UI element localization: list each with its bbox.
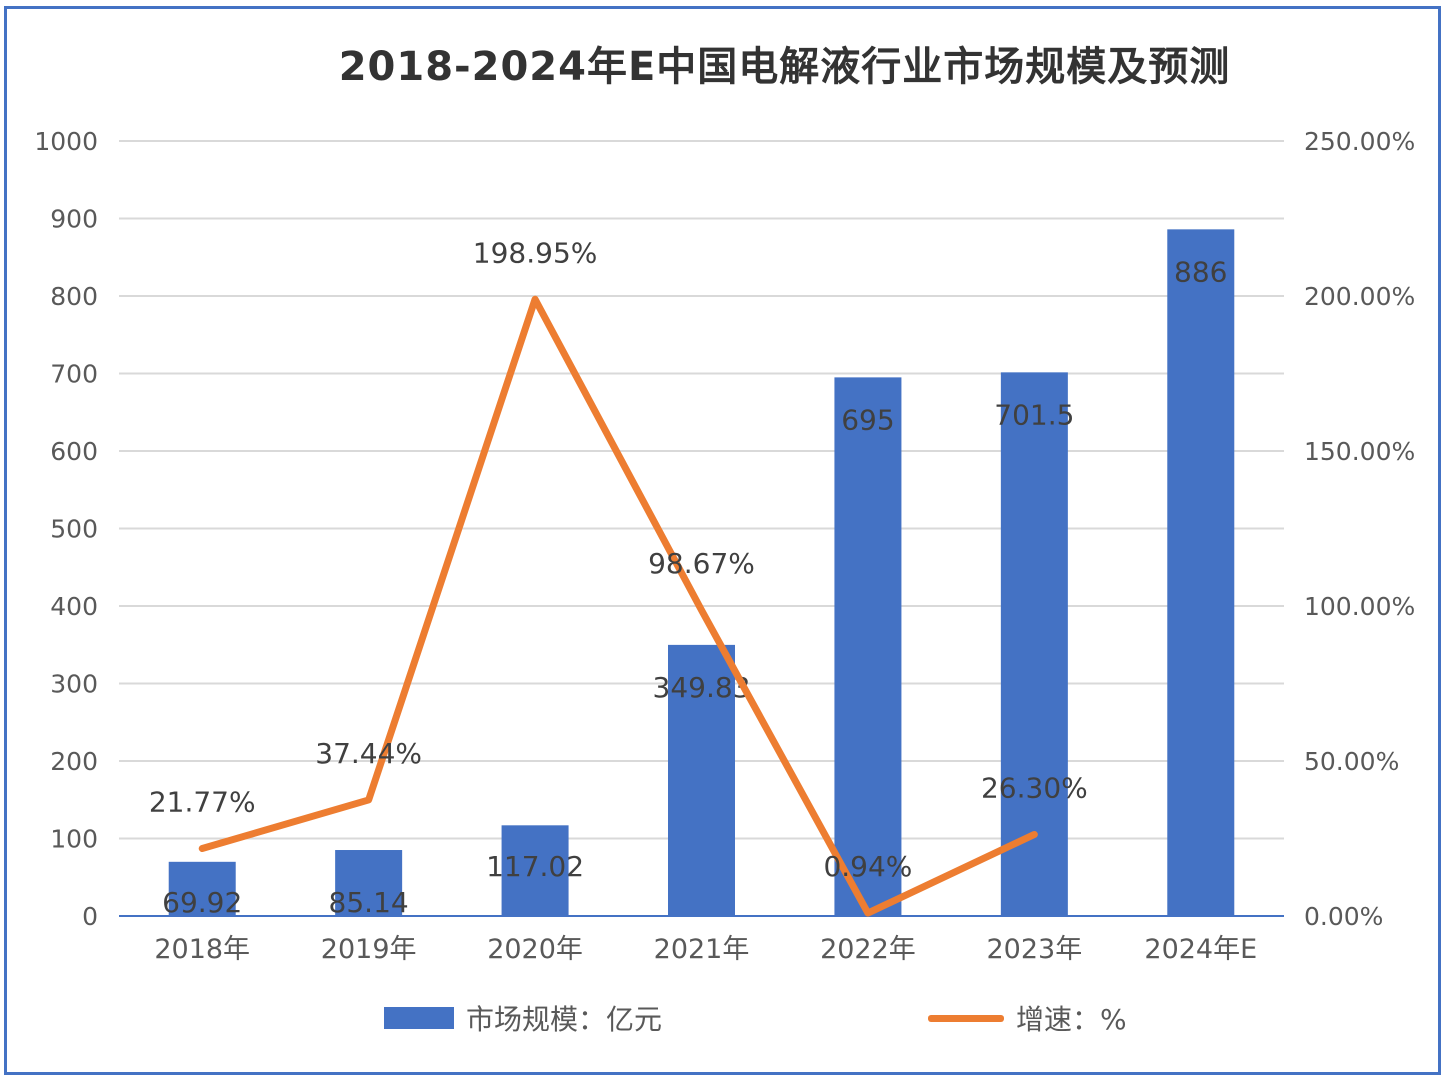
bar-data-label: 695: [841, 403, 894, 436]
line-data-label: 37.44%: [315, 737, 422, 770]
bar: [834, 377, 902, 916]
x-axis-tick-label: 2020年: [487, 934, 583, 965]
left-axis-tick-label: 0: [82, 902, 98, 931]
legend-line-swatch: [928, 1014, 1004, 1022]
x-axis-tick-label: 2018年: [154, 934, 250, 965]
bar-data-label: 85.14: [329, 886, 409, 919]
left-axis-tick-label: 500: [50, 515, 98, 544]
legend-item-line[interactable]: 增速：%: [928, 1000, 1127, 1036]
line-data-label: 198.95%: [473, 236, 598, 269]
left-axis-tick-label: 800: [50, 282, 98, 311]
growth-line: [198, 295, 1038, 917]
left-axis-tick-label: 300: [50, 670, 98, 699]
line-data-label: 0.94%: [823, 850, 912, 883]
right-axis-tick-label: 0.00%: [1304, 902, 1383, 931]
right-axis-tick-label: 150.00%: [1304, 437, 1415, 466]
chart-title: 2018-2024年E中国电解液行业市场规模及预测: [338, 44, 1231, 90]
left-axis-tick-label: 900: [50, 205, 98, 234]
bar: [501, 825, 569, 916]
bar-data-label: 701.5: [994, 398, 1074, 431]
line-data-label: 26.30%: [981, 771, 1088, 804]
left-axis-tick-label: 200: [50, 747, 98, 776]
x-axis-tick-label: 2021年: [654, 934, 750, 965]
bar: [1000, 372, 1068, 916]
x-axis-tick-label: 2023年: [986, 934, 1082, 965]
bar: [1167, 229, 1235, 917]
bar: [668, 644, 735, 916]
x-axis-tick-label: 2024年E: [1144, 934, 1257, 965]
bar-data-label: 886: [1174, 255, 1227, 288]
left-axis-tick-label: 400: [50, 592, 98, 621]
x-axis-tick-label: 2019年: [321, 934, 417, 965]
right-axis-tick-label: 100.00%: [1304, 592, 1415, 621]
x-axis-tick-label: 2022年: [820, 934, 916, 965]
line-data-label: 98.67%: [648, 547, 755, 580]
left-axis-tick-label: 100: [50, 825, 98, 854]
bar: [168, 861, 236, 916]
legend-bar-swatch: [384, 1007, 454, 1029]
right-axis-tick-label: 200.00%: [1304, 282, 1415, 311]
bar-data-label: 117.02: [486, 850, 584, 883]
legend-item-bar[interactable]: 市场规模：亿元: [384, 1000, 662, 1036]
line-data-label: 21.77%: [149, 786, 256, 819]
left-axis-tick-label: 700: [50, 360, 98, 389]
left-axis-tick-label: 600: [50, 437, 98, 466]
left-axis-tick-label: 1000: [34, 127, 98, 156]
bar-data-label: 69.92: [162, 886, 242, 919]
right-axis-tick-label: 50.00%: [1304, 747, 1399, 776]
legend-line-label: 增速：%: [1016, 1003, 1127, 1036]
bar: [335, 850, 403, 916]
right-axis-tick-label: 250.00%: [1304, 127, 1415, 156]
legend-bar-label: 市场规模：亿元: [466, 1003, 663, 1036]
